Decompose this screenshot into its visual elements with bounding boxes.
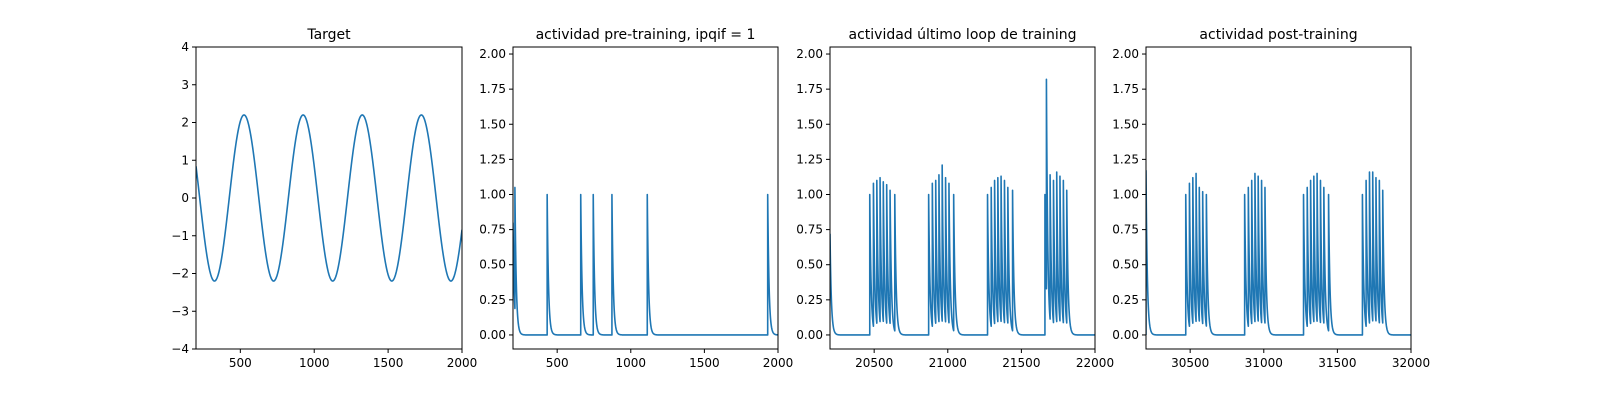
x-tick-label: 31500	[1318, 356, 1356, 370]
axes-frame	[513, 47, 778, 349]
axes-frame	[196, 47, 462, 349]
y-tick-label: 0.00	[1112, 328, 1139, 342]
subplot-last-training-loop: actividad último loop de training 20500 2…	[796, 27, 1114, 370]
y-tick-label: 0.75	[479, 223, 506, 237]
series-line	[1146, 171, 1411, 335]
y-tick-label: −1	[171, 229, 189, 243]
y-tick-label: 3	[181, 78, 189, 92]
subplot-title: actividad post-training	[1199, 27, 1357, 43]
y-tick-label: 0.00	[796, 328, 823, 342]
subplot-pre-training: actividad pre-training, ipqif = 1 500 100…	[479, 27, 793, 370]
x-tick-label: 1500	[689, 356, 720, 370]
x-tick-label: 2000	[763, 356, 794, 370]
y-tick-label: 0.25	[1112, 293, 1139, 307]
y-tick-label: 1.50	[796, 117, 823, 131]
y-tick-label: −2	[171, 267, 189, 281]
subplot-title: actividad último loop de training	[849, 27, 1077, 43]
series-line	[513, 187, 778, 334]
y-tick-label: 4	[181, 40, 189, 54]
y-tick-label: 1.75	[479, 82, 506, 96]
x-tick-label: 21000	[929, 356, 967, 370]
subplot-post-training: actividad post-training 30500 31000 31500 3…	[1112, 27, 1430, 370]
y-tick-label: 0.25	[479, 293, 506, 307]
y-tick-label: 0.75	[1112, 223, 1139, 237]
y-tick-label: 0.50	[479, 258, 506, 272]
y-tick-label: 1.25	[796, 152, 823, 166]
y-tick-label: 0.50	[796, 258, 823, 272]
y-tick-label: 0	[181, 191, 189, 205]
y-tick-label: 1.00	[796, 187, 823, 201]
x-tick-label: 1000	[616, 356, 647, 370]
y-tick-label: 1.25	[1112, 152, 1139, 166]
y-tick-label: 0.50	[1112, 258, 1139, 272]
x-tick-label: 2000	[447, 356, 478, 370]
subplot-target: Target 500 1000 1500 2000 −4 −3 −2 −1 0 1 2 3 4	[171, 27, 477, 370]
x-tick-label: 500	[546, 356, 569, 370]
y-tick-label: 1.75	[796, 82, 823, 96]
y-tick-label: 1.50	[479, 117, 506, 131]
y-tick-label: 1	[181, 153, 189, 167]
series-line	[196, 115, 462, 281]
y-tick-label: 1.25	[479, 152, 506, 166]
x-tick-label: 22000	[1076, 356, 1114, 370]
x-tick-label: 1000	[299, 356, 330, 370]
y-tick-label: −4	[171, 342, 189, 356]
x-tick-label: 30500	[1171, 356, 1209, 370]
subplot-title: Target	[306, 27, 351, 43]
y-tick-label: 2	[181, 116, 189, 130]
subplot-title: actividad pre-training, ipqif = 1	[536, 27, 756, 43]
x-tick-label: 500	[229, 356, 252, 370]
y-tick-label: 1.75	[1112, 82, 1139, 96]
x-tick-label: 32000	[1392, 356, 1430, 370]
y-tick-label: 0.75	[796, 223, 823, 237]
y-tick-label: 0.00	[479, 328, 506, 342]
y-tick-label: 1.50	[1112, 117, 1139, 131]
y-tick-label: −3	[171, 304, 189, 318]
y-tick-label: 1.00	[479, 187, 506, 201]
y-tick-label: 2.00	[479, 47, 506, 61]
series-line	[830, 79, 1095, 335]
x-tick-label: 20500	[855, 356, 893, 370]
y-tick-label: 2.00	[796, 47, 823, 61]
x-tick-label: 21500	[1002, 356, 1040, 370]
y-tick-label: 2.00	[1112, 47, 1139, 61]
y-tick-label: 1.00	[1112, 187, 1139, 201]
x-tick-label: 1500	[373, 356, 404, 370]
x-tick-label: 31000	[1245, 356, 1283, 370]
y-tick-label: 0.25	[796, 293, 823, 307]
